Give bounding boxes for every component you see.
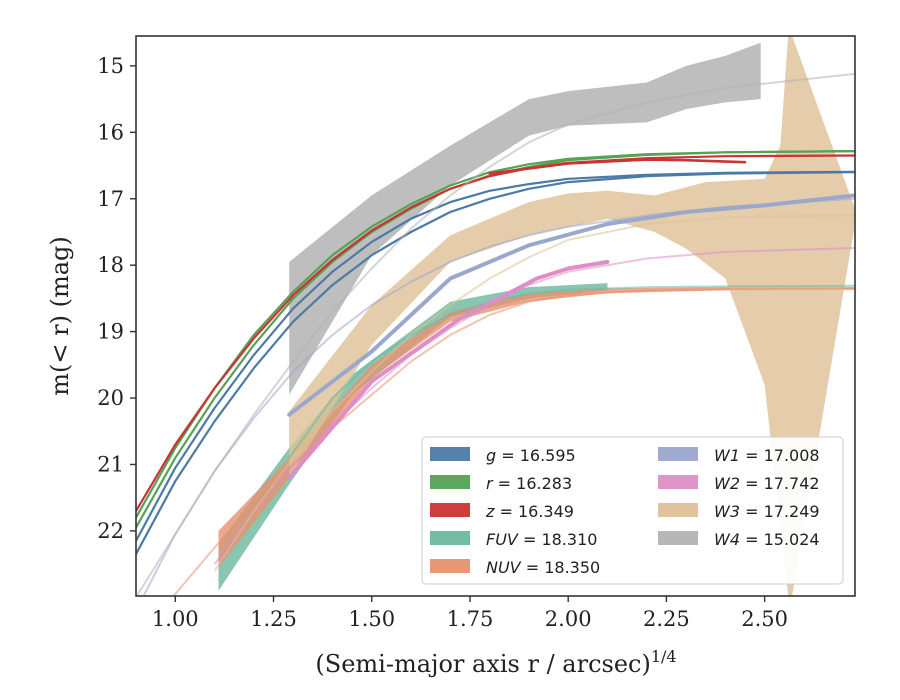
x-tick-label: 1.50 [348, 607, 395, 631]
model-curve-g [136, 171, 855, 555]
model-curve-w3 [213, 214, 855, 572]
y-tick-label: 15 [97, 54, 124, 78]
legend-label-z: z = 16.349 [485, 502, 574, 521]
legend-label-g: g = 16.595 [486, 446, 576, 465]
data-curve-w2 [287, 259, 610, 480]
legend-label-w3: W3 = 17.249 [714, 502, 820, 521]
plot-frame [135, 35, 856, 597]
legend: g = 16.595 r = 16.283 z = 16.349 FUV = 18.3… [421, 436, 844, 585]
y-tick-label: 17 [97, 187, 124, 211]
model-curve-nuv [172, 287, 855, 596]
y-tick-label: 22 [97, 519, 124, 543]
y-tick-label: 19 [97, 320, 124, 344]
x-tick-label: 2.25 [643, 607, 690, 631]
legend-box [421, 436, 844, 585]
legend-label-fuv: FUV = 18.310 [486, 530, 597, 549]
x-tick-label: 1.25 [250, 607, 297, 631]
legend-swatch-w4 [658, 531, 698, 545]
legend-swatch-fuv [430, 531, 470, 545]
x-axis-label: (Semi-major axis r / arcsec)1/4 [315, 647, 676, 678]
legend-swatch-z [430, 503, 470, 517]
model-curve-w4 [136, 72, 855, 596]
x-axis-label-main: (Semi-major axis r / arcsec) [315, 650, 650, 678]
legend-swatch-g [430, 447, 470, 461]
legend-label-w1: W1 = 17.008 [714, 446, 820, 465]
legend-label-w4: W4 = 15.024 [714, 530, 820, 549]
y-tick-label: 16 [97, 120, 124, 144]
x-tick-label: 2.50 [741, 607, 788, 631]
legend-label-r: r = 16.283 [486, 474, 572, 493]
y-tick-label: 18 [97, 253, 124, 277]
x-tick-label: 1.75 [447, 607, 494, 631]
x-tick-label: 2.00 [545, 607, 592, 631]
model-curve-w2 [213, 247, 855, 565]
legend-swatch-r [430, 475, 470, 489]
ticks-layer: 1.00 1.25 1.50 1.75 2.00 2.25 2.50 15 16 17 18 19 20… [97, 54, 788, 631]
x-axis-label-sup: 1/4 [651, 647, 677, 666]
x-tick-label: 1.00 [152, 607, 199, 631]
data-curve-w1 [287, 193, 855, 417]
y-tick-label: 20 [97, 386, 124, 410]
data-curve-z [488, 158, 747, 175]
legend-label-w2: W2 = 17.742 [714, 474, 820, 493]
legend-swatch-w2 [658, 475, 698, 489]
y-tick-label: 21 [97, 452, 124, 476]
model2-curve-g [136, 170, 855, 542]
legend-swatch-nuv [430, 559, 470, 573]
legend-label-nuv: NUV = 18.350 [486, 558, 600, 577]
y-axis-label: m(< r) (mag) [46, 236, 74, 395]
legend-swatch-w3 [658, 503, 698, 517]
legend-swatch-w1 [658, 447, 698, 461]
